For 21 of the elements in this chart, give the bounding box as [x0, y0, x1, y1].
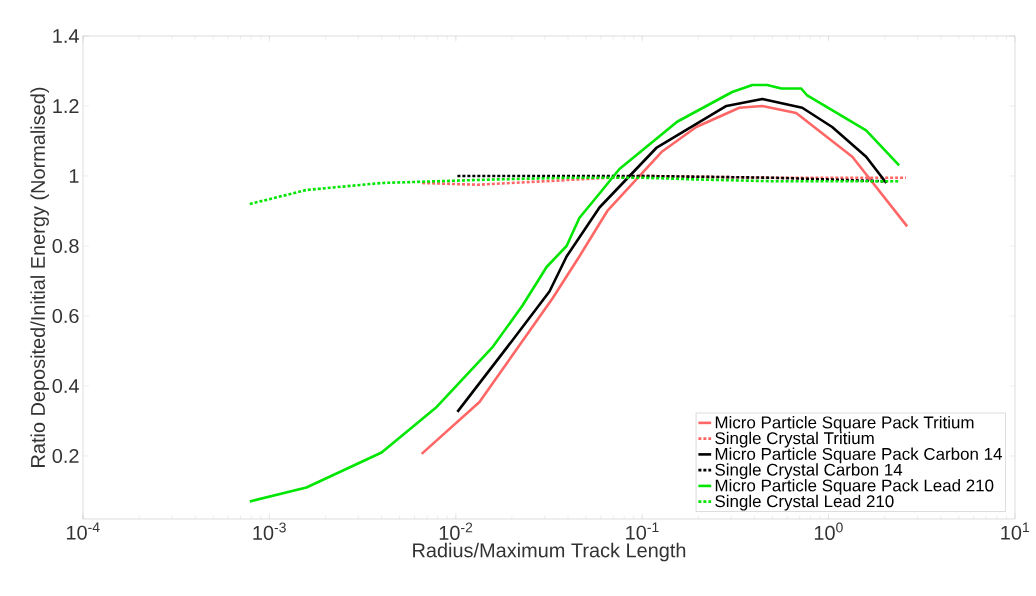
y-tick-label: 1.4	[53, 29, 79, 43]
y-tick-label: 0.6	[52, 308, 79, 324]
y-tick-label: 0.4	[52, 378, 79, 394]
legend-label: Single Crystal Tritium	[715, 431, 874, 448]
y-tick-label: 0.2	[52, 448, 79, 464]
legend-label: Single Crystal Carbon 14	[715, 463, 903, 480]
x-tick-label: 10$^{-1}$	[626, 522, 659, 540]
y-tick-label: 0.8	[52, 238, 79, 254]
legend-label: Single Crystal Lead 210	[715, 494, 894, 511]
y-axis-title: Ratio Deposited/Initial Energy (Normalised)	[30, 87, 49, 467]
x-tick-label: 10$^{-4}$	[66, 522, 100, 540]
legend-label: Micro Particle Square Pack Tritium	[715, 416, 974, 432]
legend-label: Micro Particle Square Pack Lead 210	[715, 479, 994, 495]
x-tick-label: 10$^{-3}$	[253, 522, 286, 540]
x-axis-title: Radius/Maximum Track Length	[413, 542, 686, 562]
x-tick-label: 10$^{1}$	[1001, 522, 1030, 540]
x-tick-label: 10$^{-2}$	[439, 522, 473, 540]
x-tick-label: 10$^{0}$	[814, 522, 843, 540]
y-tick-label: 1.2	[53, 99, 79, 113]
y-tick-label: 1	[69, 169, 79, 183]
legend-label: Micro Particle Square Pack Carbon 14	[715, 447, 1002, 464]
